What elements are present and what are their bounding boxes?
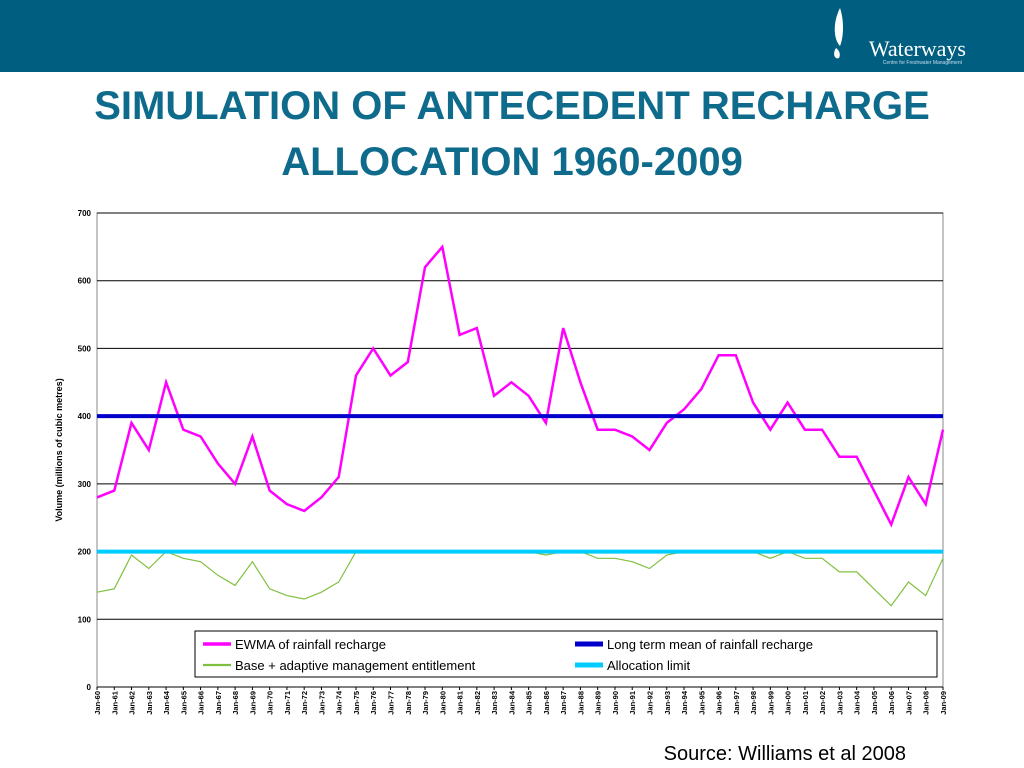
- x-tick-label: Jan-04: [853, 690, 862, 715]
- x-tick-label: Jan-65: [179, 691, 188, 715]
- x-tick-label: Jan-08: [922, 691, 931, 715]
- legend-label: Base + adaptive management entitlement: [235, 658, 476, 673]
- x-tick-label: Jan-64: [162, 690, 171, 715]
- x-tick-label: Jan-99: [766, 691, 775, 715]
- y-tick-label: 200: [78, 548, 92, 557]
- x-tick-label: Jan-09: [939, 691, 948, 715]
- x-tick-label: Jan-93: [663, 691, 672, 715]
- logo-subtitle: Centre for Freshwater Management: [882, 60, 962, 66]
- y-axis-label: Volume (millions of cubic metres): [54, 378, 64, 521]
- x-tick-label: Jan-81: [456, 691, 465, 715]
- source-note: Source: Williams et al 2008: [663, 743, 906, 765]
- x-tick-label: Jan-67: [214, 691, 223, 715]
- logo-text: Waterways: [868, 36, 966, 61]
- x-tick-label: Jan-72: [300, 691, 309, 715]
- x-tick-label: Jan-79: [421, 691, 430, 715]
- x-tick-label: Jan-60: [93, 691, 102, 715]
- x-tick-label: Jan-95: [697, 691, 706, 715]
- x-tick-label: Jan-90: [611, 691, 620, 715]
- plot-area: [96, 212, 944, 688]
- x-tick-label: Jan-88: [576, 691, 585, 715]
- x-tick-label: Jan-80: [438, 691, 447, 715]
- legend-label: Long term mean of rainfall recharge: [607, 637, 813, 652]
- legend-label: Allocation limit: [607, 658, 690, 673]
- slide-title: SIMULATION OF ANTECEDENT RECHARGE ALLOCAT…: [0, 78, 1024, 190]
- x-tick-label: Jan-00: [784, 691, 793, 715]
- x-tick-label: Jan-73: [317, 691, 326, 715]
- x-tick-label: Jan-71: [283, 691, 292, 715]
- x-tick-label: Jan-85: [525, 691, 534, 715]
- header-bar: [0, 0, 1024, 72]
- x-tick-label: Jan-96: [715, 691, 724, 715]
- x-tick-label: Jan-61: [110, 691, 119, 715]
- x-tick-label: Jan-75: [352, 691, 361, 715]
- y-tick-label: 600: [78, 277, 92, 286]
- x-tick-label: Jan-68: [231, 691, 240, 715]
- y-tick-label: 500: [78, 344, 92, 353]
- y-tick-label: 0: [87, 683, 92, 692]
- x-tick-label: Jan-97: [732, 691, 741, 715]
- x-tick-label: Jan-62: [128, 691, 137, 715]
- x-tick-label: Jan-84: [507, 690, 516, 715]
- x-tick-label: Jan-63: [145, 691, 154, 715]
- title-line: ALLOCATION 1960-2009: [281, 140, 743, 184]
- x-tick-label: Jan-03: [835, 691, 844, 715]
- x-tick-label: Jan-83: [490, 691, 499, 715]
- logo-icon: [834, 8, 843, 59]
- x-tick-label: Jan-66: [197, 691, 206, 715]
- x-tick-label: Jan-77: [387, 691, 396, 715]
- x-tick-label: Jan-76: [369, 691, 378, 715]
- x-tick-label: Jan-98: [749, 691, 758, 715]
- x-tick-label: Jan-94: [680, 690, 689, 715]
- x-tick-label: Jan-82: [473, 691, 482, 715]
- title-line: SIMULATION OF ANTECEDENT RECHARGE: [94, 84, 930, 128]
- x-tick-label: Jan-69: [248, 691, 257, 715]
- x-tick-label: Jan-05: [870, 691, 879, 715]
- x-tick-label: Jan-92: [645, 691, 654, 715]
- series-line: [96, 244, 945, 528]
- x-tick-label: Jan-07: [904, 691, 913, 715]
- y-tick-label: 400: [78, 412, 92, 421]
- x-tick-label: Jan-87: [559, 691, 568, 715]
- legend-label: EWMA of rainfall recharge: [235, 637, 386, 652]
- x-tick-label: Jan-91: [628, 691, 637, 715]
- x-tick-label: Jan-06: [887, 691, 896, 715]
- x-tick-label: Jan-78: [404, 691, 413, 715]
- x-tick-label: Jan-89: [594, 691, 603, 715]
- y-tick-label: 100: [78, 615, 92, 624]
- legend-box: [194, 630, 938, 678]
- chart: Volume (millions of cubic metres) 0 100 20…: [54, 209, 948, 715]
- y-tick-label: 300: [78, 480, 92, 489]
- x-tick-label: Jan-01: [801, 691, 810, 715]
- x-tick-label: Jan-74: [335, 690, 344, 715]
- x-tick-label: Jan-70: [266, 691, 275, 715]
- x-tick-label: Jan-02: [818, 691, 827, 715]
- x-tick-label: Jan-86: [542, 691, 551, 715]
- y-tick-label: 700: [78, 209, 92, 218]
